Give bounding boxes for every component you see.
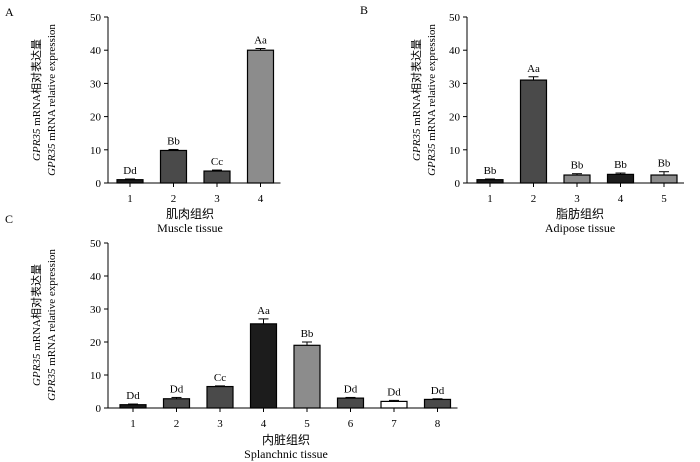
x-tick-label: 4 [618, 193, 624, 205]
significance-label: Dd [344, 383, 358, 395]
x-tick-label: 2 [531, 193, 537, 205]
x-axis-title-cn: 脂肪组织 [556, 206, 604, 221]
x-tick-label: 6 [348, 418, 354, 430]
significance-label: Bb [484, 165, 497, 177]
x-tick-label: 4 [258, 193, 264, 205]
y-tick-label: 10 [90, 145, 102, 157]
x-tick-label: 1 [130, 418, 136, 430]
significance-label: Dd [387, 386, 401, 398]
significance-label: Dd [126, 390, 140, 402]
bar [380, 400, 408, 409]
bar [203, 170, 231, 184]
x-tick-label: 5 [304, 418, 310, 430]
significance-label: Bb [301, 328, 314, 340]
y-tick-label: 0 [455, 178, 461, 190]
y-tick-label: 20 [90, 337, 102, 349]
bar [563, 174, 591, 184]
bar [116, 179, 144, 184]
significance-label: Bb [167, 135, 180, 147]
bar [206, 385, 234, 409]
x-tick-label: 3 [217, 418, 223, 430]
bar [519, 79, 548, 184]
y-tick-label: 50 [90, 238, 102, 250]
significance-label: Bb [571, 160, 584, 172]
panel-letter: B [360, 3, 368, 17]
y-axis-title-en: GPR35 mRNA relative expression [426, 24, 438, 176]
x-tick-label: 2 [174, 418, 180, 430]
y-axis-title-en: GPR35 mRNA relative expression [46, 249, 58, 401]
significance-label: Dd [431, 385, 445, 397]
panel-letter: C [5, 212, 13, 226]
y-tick-label: 0 [96, 178, 102, 190]
y-tick-label: 20 [449, 112, 461, 124]
y-tick-label: 10 [90, 370, 102, 382]
y-axis-title-cn: GPR35 mRNA相对表达量 [29, 264, 43, 386]
x-tick-label: 8 [435, 418, 441, 430]
significance-label: Aa [527, 63, 540, 75]
panel-letter: A [5, 5, 14, 19]
bar [249, 323, 278, 409]
bar [293, 344, 321, 409]
y-tick-label: 50 [90, 12, 102, 24]
x-tick-label: 3 [574, 193, 580, 205]
significance-label: Dd [123, 165, 137, 177]
x-axis-title-cn: 内脏组织 [262, 432, 310, 447]
bar [476, 179, 504, 184]
bar [162, 398, 191, 409]
y-tick-label: 30 [90, 304, 102, 316]
significance-label: Aa [257, 305, 270, 317]
significance-label: Bb [658, 158, 671, 170]
significance-label: Cc [214, 372, 226, 384]
x-axis-title-en: Splanchnic tissue [244, 447, 328, 461]
y-tick-label: 30 [449, 78, 461, 90]
panel-c: C 0 10 20 30 40 50 1 Dd 2 Dd 3 Cc 4 Aa 5 Bb 6 Dd 7 Dd 8 Dd 内脏组织… [5, 212, 458, 461]
x-tick-label: 7 [391, 418, 397, 430]
bar [159, 149, 188, 184]
y-axis-title-en: GPR35 mRNA relative expression [46, 24, 58, 176]
x-tick-label: 2 [171, 193, 177, 205]
y-tick-label: 50 [449, 12, 461, 24]
y-tick-label: 40 [90, 45, 102, 57]
significance-label: Aa [254, 35, 267, 47]
x-tick-label: 5 [661, 193, 667, 205]
significance-label: Bb [614, 159, 627, 171]
y-tick-label: 40 [90, 271, 102, 283]
y-tick-label: 0 [96, 403, 102, 415]
y-axis-title-cn: GPR35 mRNA相对表达量 [409, 39, 423, 161]
bar [336, 397, 365, 409]
bar [423, 398, 452, 409]
x-tick-label: 1 [127, 193, 133, 205]
y-axis-title-cn: GPR35 mRNA相对表达量 [29, 39, 43, 161]
x-axis-title-en: Adipose tissue [545, 221, 615, 235]
y-tick-label: 20 [90, 112, 102, 124]
significance-label: Cc [211, 156, 223, 168]
y-tick-label: 10 [449, 145, 461, 157]
bar [606, 173, 635, 184]
bar [119, 404, 147, 409]
bar [246, 49, 275, 184]
bar [650, 174, 678, 184]
x-axis-title-en: Muscle tissue [157, 221, 223, 235]
x-tick-label: 3 [214, 193, 220, 205]
x-tick-label: 1 [487, 193, 493, 205]
x-axis-title-cn: 肌肉组织 [166, 207, 214, 221]
y-tick-label: 30 [90, 78, 102, 90]
y-tick-label: 40 [449, 45, 461, 57]
x-tick-label: 4 [261, 418, 267, 430]
significance-label: Dd [170, 383, 184, 395]
